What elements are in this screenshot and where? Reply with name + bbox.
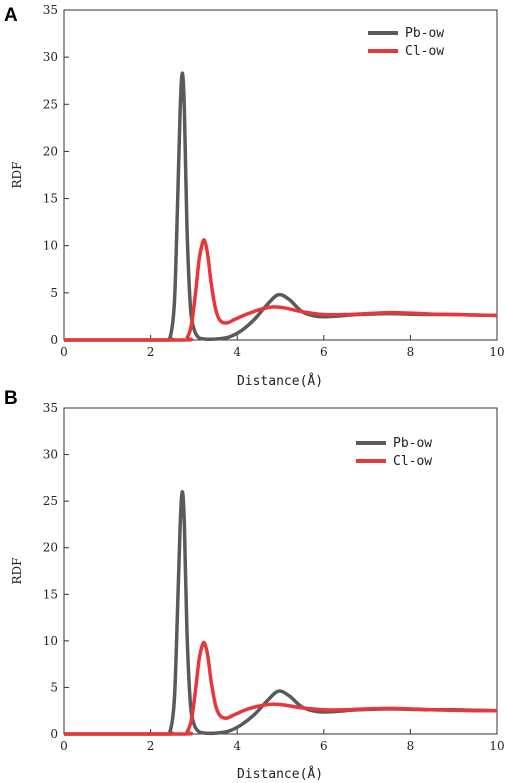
y-axis-label-a: RDF xyxy=(10,162,24,189)
legend-label: Pb-ow xyxy=(405,26,444,41)
y-tick-label: 35 xyxy=(43,401,58,415)
series-lines-a xyxy=(64,71,498,342)
y-tick-label: 25 xyxy=(43,97,58,111)
plot-frame-b xyxy=(63,407,498,735)
series-line-cl-ow xyxy=(64,640,498,736)
x-tick-label: 2 xyxy=(147,345,155,359)
x-axis-label-a: Distance(Å) xyxy=(237,373,323,389)
y-tick-label: 10 xyxy=(43,634,58,648)
x-axis-label-b: Distance(Å) xyxy=(237,766,323,782)
x-tick-label: 4 xyxy=(233,739,241,753)
y-tick-label: 5 xyxy=(50,680,58,694)
legend-label: Pb-ow xyxy=(393,436,432,451)
series-lines-b xyxy=(64,490,498,736)
y-ticks-a: 0 5 10 15 20 25 30 35 xyxy=(43,3,69,347)
x-tick-label: 8 xyxy=(407,739,415,753)
panel-letter-a: A xyxy=(4,5,18,26)
y-tick-label: 35 xyxy=(43,3,58,17)
x-tick-label: 10 xyxy=(489,345,504,359)
y-ticks-b: 0 5 10 15 20 25 30 35 xyxy=(43,401,69,741)
y-tick-label: 30 xyxy=(43,50,58,64)
y-tick-label: 30 xyxy=(43,448,58,462)
x-ticks-b: 0 2 4 6 8 10 xyxy=(60,729,505,753)
y-tick-label: 15 xyxy=(43,587,58,601)
y-tick-label: 25 xyxy=(43,494,58,508)
x-tick-label: 0 xyxy=(60,739,68,753)
x-tick-label: 6 xyxy=(320,739,328,753)
y-axis-label-b: RDF xyxy=(10,558,24,585)
series-line-cl-ow xyxy=(64,238,498,342)
y-tick-label: 0 xyxy=(50,727,58,741)
y-tick-label: 10 xyxy=(43,239,58,253)
y-tick-label: 5 xyxy=(50,286,58,300)
x-tick-label: 0 xyxy=(60,345,68,359)
legend-label: Cl-ow xyxy=(405,44,444,59)
x-tick-label: 8 xyxy=(407,345,415,359)
y-tick-label: 20 xyxy=(43,144,58,158)
y-tick-label: 0 xyxy=(50,333,58,347)
legend-b: Pb-ow Cl-ow xyxy=(356,436,432,469)
x-tick-label: 6 xyxy=(320,345,328,359)
series-line-pb-ow xyxy=(64,71,498,342)
x-tick-label: 4 xyxy=(233,345,241,359)
plot-frame-a xyxy=(63,9,498,341)
x-tick-label: 2 xyxy=(147,739,155,753)
series-line-pb-ow xyxy=(64,490,498,736)
y-tick-label: 15 xyxy=(43,192,58,206)
y-tick-label: 20 xyxy=(43,541,58,555)
legend-a: Pb-ow Cl-ow xyxy=(368,26,444,59)
panel-letter-b: B xyxy=(4,388,18,409)
legend-label: Cl-ow xyxy=(393,454,432,469)
x-ticks-a: 0 2 4 6 8 10 xyxy=(60,335,505,359)
x-tick-label: 10 xyxy=(489,739,504,753)
